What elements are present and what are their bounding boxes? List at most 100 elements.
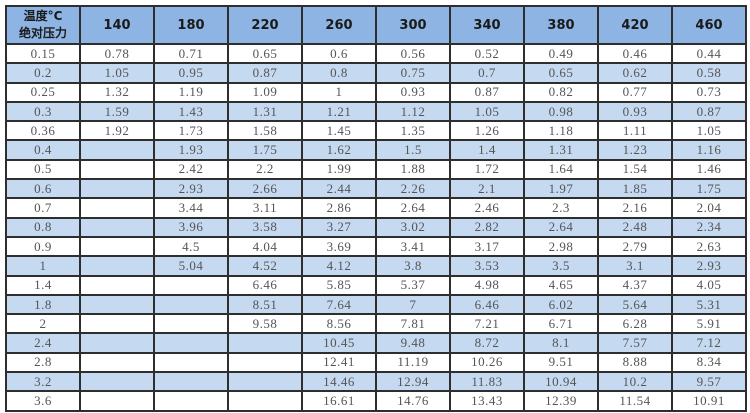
value-cell: 9.57 [671, 371, 747, 393]
value-cell: 1.21 [301, 100, 377, 123]
table-row: 2.4 10.45 9.48 8.72 8.1 7.57 7.12 [5, 332, 747, 354]
value-cell [79, 216, 155, 238]
value-cell: 1.97 [523, 178, 599, 200]
value-cell [79, 197, 155, 219]
value-cell: 0.87 [671, 100, 747, 123]
value-cell: 2.66 [227, 178, 303, 200]
pressure-cell: 2 [5, 313, 81, 335]
value-cell: 2.46 [449, 197, 525, 219]
value-cell [153, 351, 229, 374]
value-cell: 3.58 [227, 216, 303, 238]
value-cell: 4.5 [153, 235, 229, 258]
value-cell: 2.64 [375, 197, 451, 219]
value-cell: 3.53 [449, 255, 525, 277]
column-header-420: 420 [597, 5, 673, 45]
value-cell [153, 371, 229, 393]
value-cell: 0.93 [375, 81, 451, 103]
pressure-cell: 2.8 [5, 351, 81, 374]
pressure-cell: 0.36 [5, 120, 81, 142]
value-cell: 2.93 [153, 178, 229, 200]
value-cell: 1.11 [597, 120, 673, 142]
value-cell: 4.52 [227, 255, 303, 277]
value-cell: 9.48 [375, 332, 451, 354]
value-cell: 2.42 [153, 158, 229, 181]
pressure-cell: 0.6 [5, 178, 81, 200]
value-cell: 8.72 [449, 332, 525, 354]
value-cell: 1.26 [449, 120, 525, 142]
value-cell: 0.82 [523, 81, 599, 103]
value-cell: 1.43 [153, 100, 229, 123]
value-cell [153, 274, 229, 296]
pressure-cell: 0.4 [5, 139, 81, 161]
value-cell: 1.45 [301, 120, 377, 142]
corner-pressure-label: 绝对压力 [18, 26, 67, 40]
value-cell: 9.51 [523, 351, 599, 374]
table-row: 0.8 3.96 3.58 3.27 3.02 2.82 2.64 2.48 2.34 [5, 216, 747, 238]
value-cell: 4.37 [597, 274, 673, 296]
value-cell: 0.77 [597, 81, 673, 103]
value-cell: 0.8 [301, 62, 377, 84]
value-cell: 3.27 [301, 216, 377, 238]
table-row: 1.4 6.46 5.85 5.37 4.98 4.65 4.37 4.05 [5, 274, 747, 296]
value-cell: 8.1 [523, 332, 599, 354]
value-cell [79, 293, 155, 316]
value-cell: 1.72 [449, 158, 525, 181]
value-cell: 3.11 [227, 197, 303, 219]
value-cell: 0.49 [523, 42, 599, 65]
value-cell [153, 293, 229, 316]
value-cell: 10.26 [449, 351, 525, 374]
value-cell [227, 332, 303, 354]
value-cell: 1.54 [597, 158, 673, 181]
table-row: 0.4 1.93 1.75 1.62 1.5 1.4 1.31 1.23 1.16 [5, 139, 747, 161]
value-cell: 10.94 [523, 371, 599, 393]
value-cell: 3.1 [597, 255, 673, 277]
column-header-380: 380 [523, 5, 599, 45]
value-cell: 4.98 [449, 274, 525, 296]
value-cell: 0.78 [79, 42, 155, 65]
value-cell: 10.45 [301, 332, 377, 354]
column-header-300: 300 [375, 5, 451, 45]
value-cell: 2.82 [449, 216, 525, 238]
value-cell: 14.76 [375, 390, 451, 412]
value-cell: 3.02 [375, 216, 451, 238]
column-header-140: 140 [79, 5, 155, 45]
value-cell [79, 255, 155, 277]
value-cell: 5.37 [375, 274, 451, 296]
pressure-cell: 1.4 [5, 274, 81, 296]
value-cell: 2.3 [523, 197, 599, 219]
value-cell [79, 332, 155, 354]
table-row: 0.5 2.42 2.2 1.99 1.88 1.72 1.64 1.54 1.46 [5, 158, 747, 181]
value-cell [79, 371, 155, 393]
pressure-cell: 0.8 [5, 216, 81, 238]
value-cell: 7.57 [597, 332, 673, 354]
value-cell: 3.8 [375, 255, 451, 277]
value-cell: 1.09 [227, 81, 303, 103]
table-row: 0.6 2.93 2.66 2.44 2.26 2.1 1.97 1.85 1.75 [5, 178, 747, 200]
value-cell: 2.44 [301, 178, 377, 200]
value-cell: 1.4 [449, 139, 525, 161]
value-cell: 2.48 [597, 216, 673, 238]
value-cell [79, 139, 155, 161]
value-cell: 2.93 [671, 255, 747, 277]
table-row: 0.25 1.32 1.19 1.09 1 0.93 0.87 0.82 0.77 0.73 [5, 81, 747, 103]
value-cell: 5.85 [301, 274, 377, 296]
table-row: 3.6 16.61 14.76 13.43 12.39 11.54 10.91 [5, 390, 747, 412]
value-cell: 7.21 [449, 313, 525, 335]
value-cell: 12.94 [375, 371, 451, 393]
value-cell: 0.98 [523, 100, 599, 123]
value-cell [227, 351, 303, 374]
value-cell: 11.54 [597, 390, 673, 412]
value-cell: 2.04 [671, 197, 747, 219]
value-cell: 8.34 [671, 351, 747, 374]
table-row: 0.3 1.59 1.43 1.31 1.21 1.12 1.05 0.98 0.93 0.87 [5, 100, 747, 123]
value-cell: 0.46 [597, 42, 673, 65]
pressure-cell: 3.6 [5, 390, 81, 412]
value-cell: 2.64 [523, 216, 599, 238]
value-cell: 4.05 [671, 274, 747, 296]
value-cell: 0.75 [375, 62, 451, 84]
value-cell [227, 371, 303, 393]
value-cell: 8.51 [227, 293, 303, 316]
table-row: 2.8 12.41 11.19 10.26 9.51 8.88 8.34 [5, 351, 747, 374]
value-cell: 2.34 [671, 216, 747, 238]
header-row: 温度°C 绝对压力 140 180 220 260 300 340 380 420 460 [5, 5, 747, 45]
